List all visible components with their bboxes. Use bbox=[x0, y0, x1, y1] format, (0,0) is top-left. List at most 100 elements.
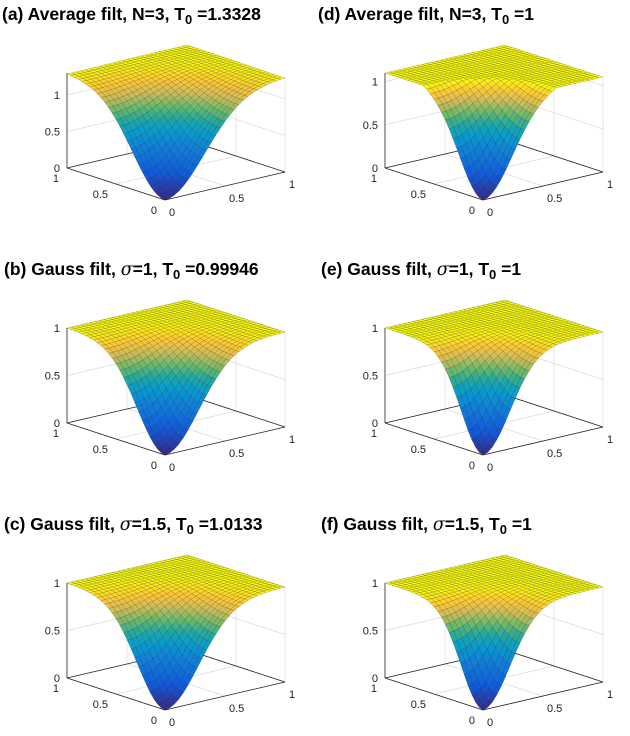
title-suffix: =1 bbox=[507, 514, 532, 534]
z-tick-label: 0.5 bbox=[45, 371, 60, 383]
z-tick-label: 0 bbox=[54, 163, 60, 175]
panel-3: (e) Gauss filt, σ=1, T0 =100.5100.5100.5… bbox=[321, 259, 613, 474]
title-prefix: (c) Gauss filt, bbox=[4, 514, 120, 534]
x-tick-label: 0.5 bbox=[229, 193, 244, 205]
panel-1: (d) Average filt, N=3, T0 =100.5100.5100… bbox=[318, 4, 613, 219]
title-prefix: (f) Gauss filt, bbox=[321, 514, 433, 534]
panel-title: (e) Gauss filt, σ=1, T0 =1 bbox=[321, 259, 521, 282]
y-tick-label: 0.5 bbox=[411, 444, 426, 456]
panel-title: (f) Gauss filt, σ=1.5, T0 =1 bbox=[321, 514, 532, 537]
y-tick-label: 0 bbox=[469, 715, 475, 727]
panel-title: (b) Gauss filt, σ=1, T0 =0.99946 bbox=[4, 259, 259, 282]
surface-patch bbox=[478, 195, 488, 201]
y-tick-label: 0.5 bbox=[411, 699, 426, 711]
title-sigma: σ bbox=[437, 260, 450, 280]
x-tick-label: 0.5 bbox=[547, 193, 562, 205]
x-tick-label: 0.5 bbox=[547, 703, 562, 715]
surface-patch bbox=[478, 449, 488, 456]
y-tick-label: 1 bbox=[53, 173, 59, 185]
panel-0: (a) Average filt, N=3, T0 =1.332800.5100… bbox=[2, 4, 295, 219]
y-tick-label: 0 bbox=[469, 205, 475, 217]
surface-patch bbox=[160, 196, 170, 201]
z-tick-label: 1 bbox=[372, 77, 378, 89]
title-suffix: =1 bbox=[509, 4, 534, 24]
title-subscript: 0 bbox=[173, 267, 180, 282]
z-tick-label: 1 bbox=[372, 578, 378, 590]
z-tick-label: 0 bbox=[372, 418, 378, 430]
y-tick-label: 0.5 bbox=[93, 699, 108, 711]
surface-plot bbox=[66, 44, 286, 201]
z-tick-label: 1 bbox=[54, 578, 60, 590]
x-tick-label: 0 bbox=[169, 207, 175, 219]
title-mid: =1, T bbox=[133, 259, 174, 279]
title-mid: =1, T bbox=[449, 259, 490, 279]
title-sigma: σ bbox=[121, 260, 134, 280]
title-subscript: 0 bbox=[502, 12, 509, 27]
x-tick-label: 1 bbox=[289, 434, 295, 446]
z-tick-label: 1 bbox=[54, 90, 60, 102]
panel-5: (f) Gauss filt, σ=1.5, T0 =100.5100.5100… bbox=[321, 514, 613, 729]
y-tick-label: 0 bbox=[469, 460, 475, 472]
x-tick-label: 0.5 bbox=[547, 448, 562, 460]
x-tick-label: 1 bbox=[289, 179, 295, 191]
panel-title: (c) Gauss filt, σ=1.5, T0 =1.0133 bbox=[4, 514, 263, 537]
title-subscript: 0 bbox=[489, 267, 496, 282]
title-suffix: =1 bbox=[496, 259, 521, 279]
x-tick-label: 0 bbox=[487, 717, 493, 729]
title-subscript: 0 bbox=[187, 522, 194, 537]
title-prefix: (e) Gauss filt, bbox=[321, 259, 437, 279]
x-tick-label: 0 bbox=[487, 207, 493, 219]
z-tick-label: 0.5 bbox=[363, 120, 378, 132]
z-tick-label: 0.5 bbox=[363, 371, 378, 383]
z-tick-label: 0.5 bbox=[45, 126, 60, 138]
title-mid: =1.5, T bbox=[445, 514, 500, 534]
title-suffix: =1.3328 bbox=[192, 4, 261, 24]
title-mid: =1.5, T bbox=[132, 514, 187, 534]
panel-2: (b) Gauss filt, σ=1, T0 =0.9994600.5100.… bbox=[4, 259, 295, 474]
y-tick-label: 1 bbox=[371, 173, 377, 185]
z-tick-label: 0.5 bbox=[45, 626, 60, 638]
y-tick-label: 1 bbox=[53, 428, 59, 440]
title-sigma: σ bbox=[120, 515, 133, 535]
z-tick-label: 0 bbox=[54, 418, 60, 430]
y-tick-label: 0.5 bbox=[411, 189, 426, 201]
title-prefix: (b) Gauss filt, bbox=[4, 259, 121, 279]
y-tick-label: 0 bbox=[151, 460, 157, 472]
y-tick-label: 1 bbox=[371, 428, 377, 440]
title-subscript: 0 bbox=[185, 12, 192, 27]
surface-plot bbox=[384, 554, 604, 711]
panel-title: (d) Average filt, N=3, T0 =1 bbox=[318, 4, 534, 27]
y-tick-label: 0.5 bbox=[93, 189, 108, 201]
x-tick-label: 1 bbox=[607, 434, 613, 446]
y-tick-label: 1 bbox=[53, 683, 59, 695]
x-tick-label: 0.5 bbox=[229, 703, 244, 715]
x-tick-label: 1 bbox=[289, 689, 295, 701]
x-tick-label: 0 bbox=[169, 717, 175, 729]
x-tick-label: 0.5 bbox=[229, 448, 244, 460]
surface-plot bbox=[384, 299, 604, 456]
y-tick-label: 0 bbox=[151, 205, 157, 217]
surface-plot bbox=[384, 44, 604, 201]
x-tick-label: 1 bbox=[607, 689, 613, 701]
z-tick-label: 1 bbox=[54, 323, 60, 335]
z-tick-label: 1 bbox=[372, 323, 378, 335]
surface-plot bbox=[66, 554, 286, 711]
y-tick-label: 0.5 bbox=[93, 444, 108, 456]
title-suffix: =0.99946 bbox=[180, 259, 259, 279]
x-tick-label: 0 bbox=[169, 462, 175, 474]
title-prefix: (d) Average filt, N=3, T bbox=[318, 4, 502, 24]
title-subscript: 0 bbox=[500, 522, 507, 537]
panel-4: (c) Gauss filt, σ=1.5, T0 =1.013300.5100… bbox=[4, 514, 295, 729]
surface-patch bbox=[160, 450, 170, 456]
title-suffix: =1.0133 bbox=[194, 514, 263, 534]
title-prefix: (a) Average filt, N=3, T bbox=[2, 4, 185, 24]
z-tick-label: 0 bbox=[372, 163, 378, 175]
panel-title: (a) Average filt, N=3, T0 =1.3328 bbox=[2, 4, 261, 27]
z-tick-label: 0.5 bbox=[363, 626, 378, 638]
x-tick-label: 0 bbox=[487, 462, 493, 474]
